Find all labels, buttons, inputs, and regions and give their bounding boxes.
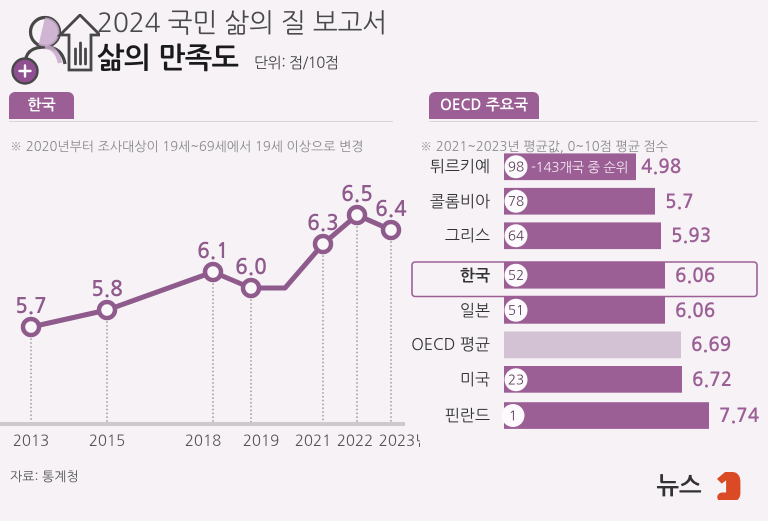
svg-text:OECD 평균: OECD 평균 xyxy=(411,336,490,353)
svg-text:1: 1 xyxy=(509,408,517,422)
svg-text:4.98: 4.98 xyxy=(641,157,681,176)
svg-text:6.06: 6.06 xyxy=(675,301,715,320)
svg-text:98: 98 xyxy=(508,160,524,174)
svg-text:78: 78 xyxy=(508,194,524,208)
svg-text:51: 51 xyxy=(508,303,524,317)
svg-text:6.72: 6.72 xyxy=(692,370,732,389)
svg-text:한국: 한국 xyxy=(460,267,490,284)
svg-text:일본: 일본 xyxy=(460,302,490,319)
svg-text:미국: 미국 xyxy=(460,371,490,388)
svg-text:7.74: 7.74 xyxy=(719,406,759,425)
svg-text:튀르키예: 튀르키예 xyxy=(430,158,490,175)
svg-text:5.7: 5.7 xyxy=(665,192,694,211)
svg-text:핀란드: 핀란드 xyxy=(445,407,490,424)
svg-text:52: 52 xyxy=(508,268,524,282)
svg-text:5.93: 5.93 xyxy=(671,226,711,245)
svg-text:6.06: 6.06 xyxy=(675,266,715,285)
svg-text:콜롬비아: 콜롬비아 xyxy=(430,193,490,210)
svg-text:64: 64 xyxy=(508,229,524,243)
svg-text:-143개국 중 순위: -143개국 중 순위 xyxy=(531,160,628,174)
svg-text:6.69: 6.69 xyxy=(691,335,731,354)
svg-text:23: 23 xyxy=(508,373,524,387)
svg-text:그리스: 그리스 xyxy=(445,227,490,244)
